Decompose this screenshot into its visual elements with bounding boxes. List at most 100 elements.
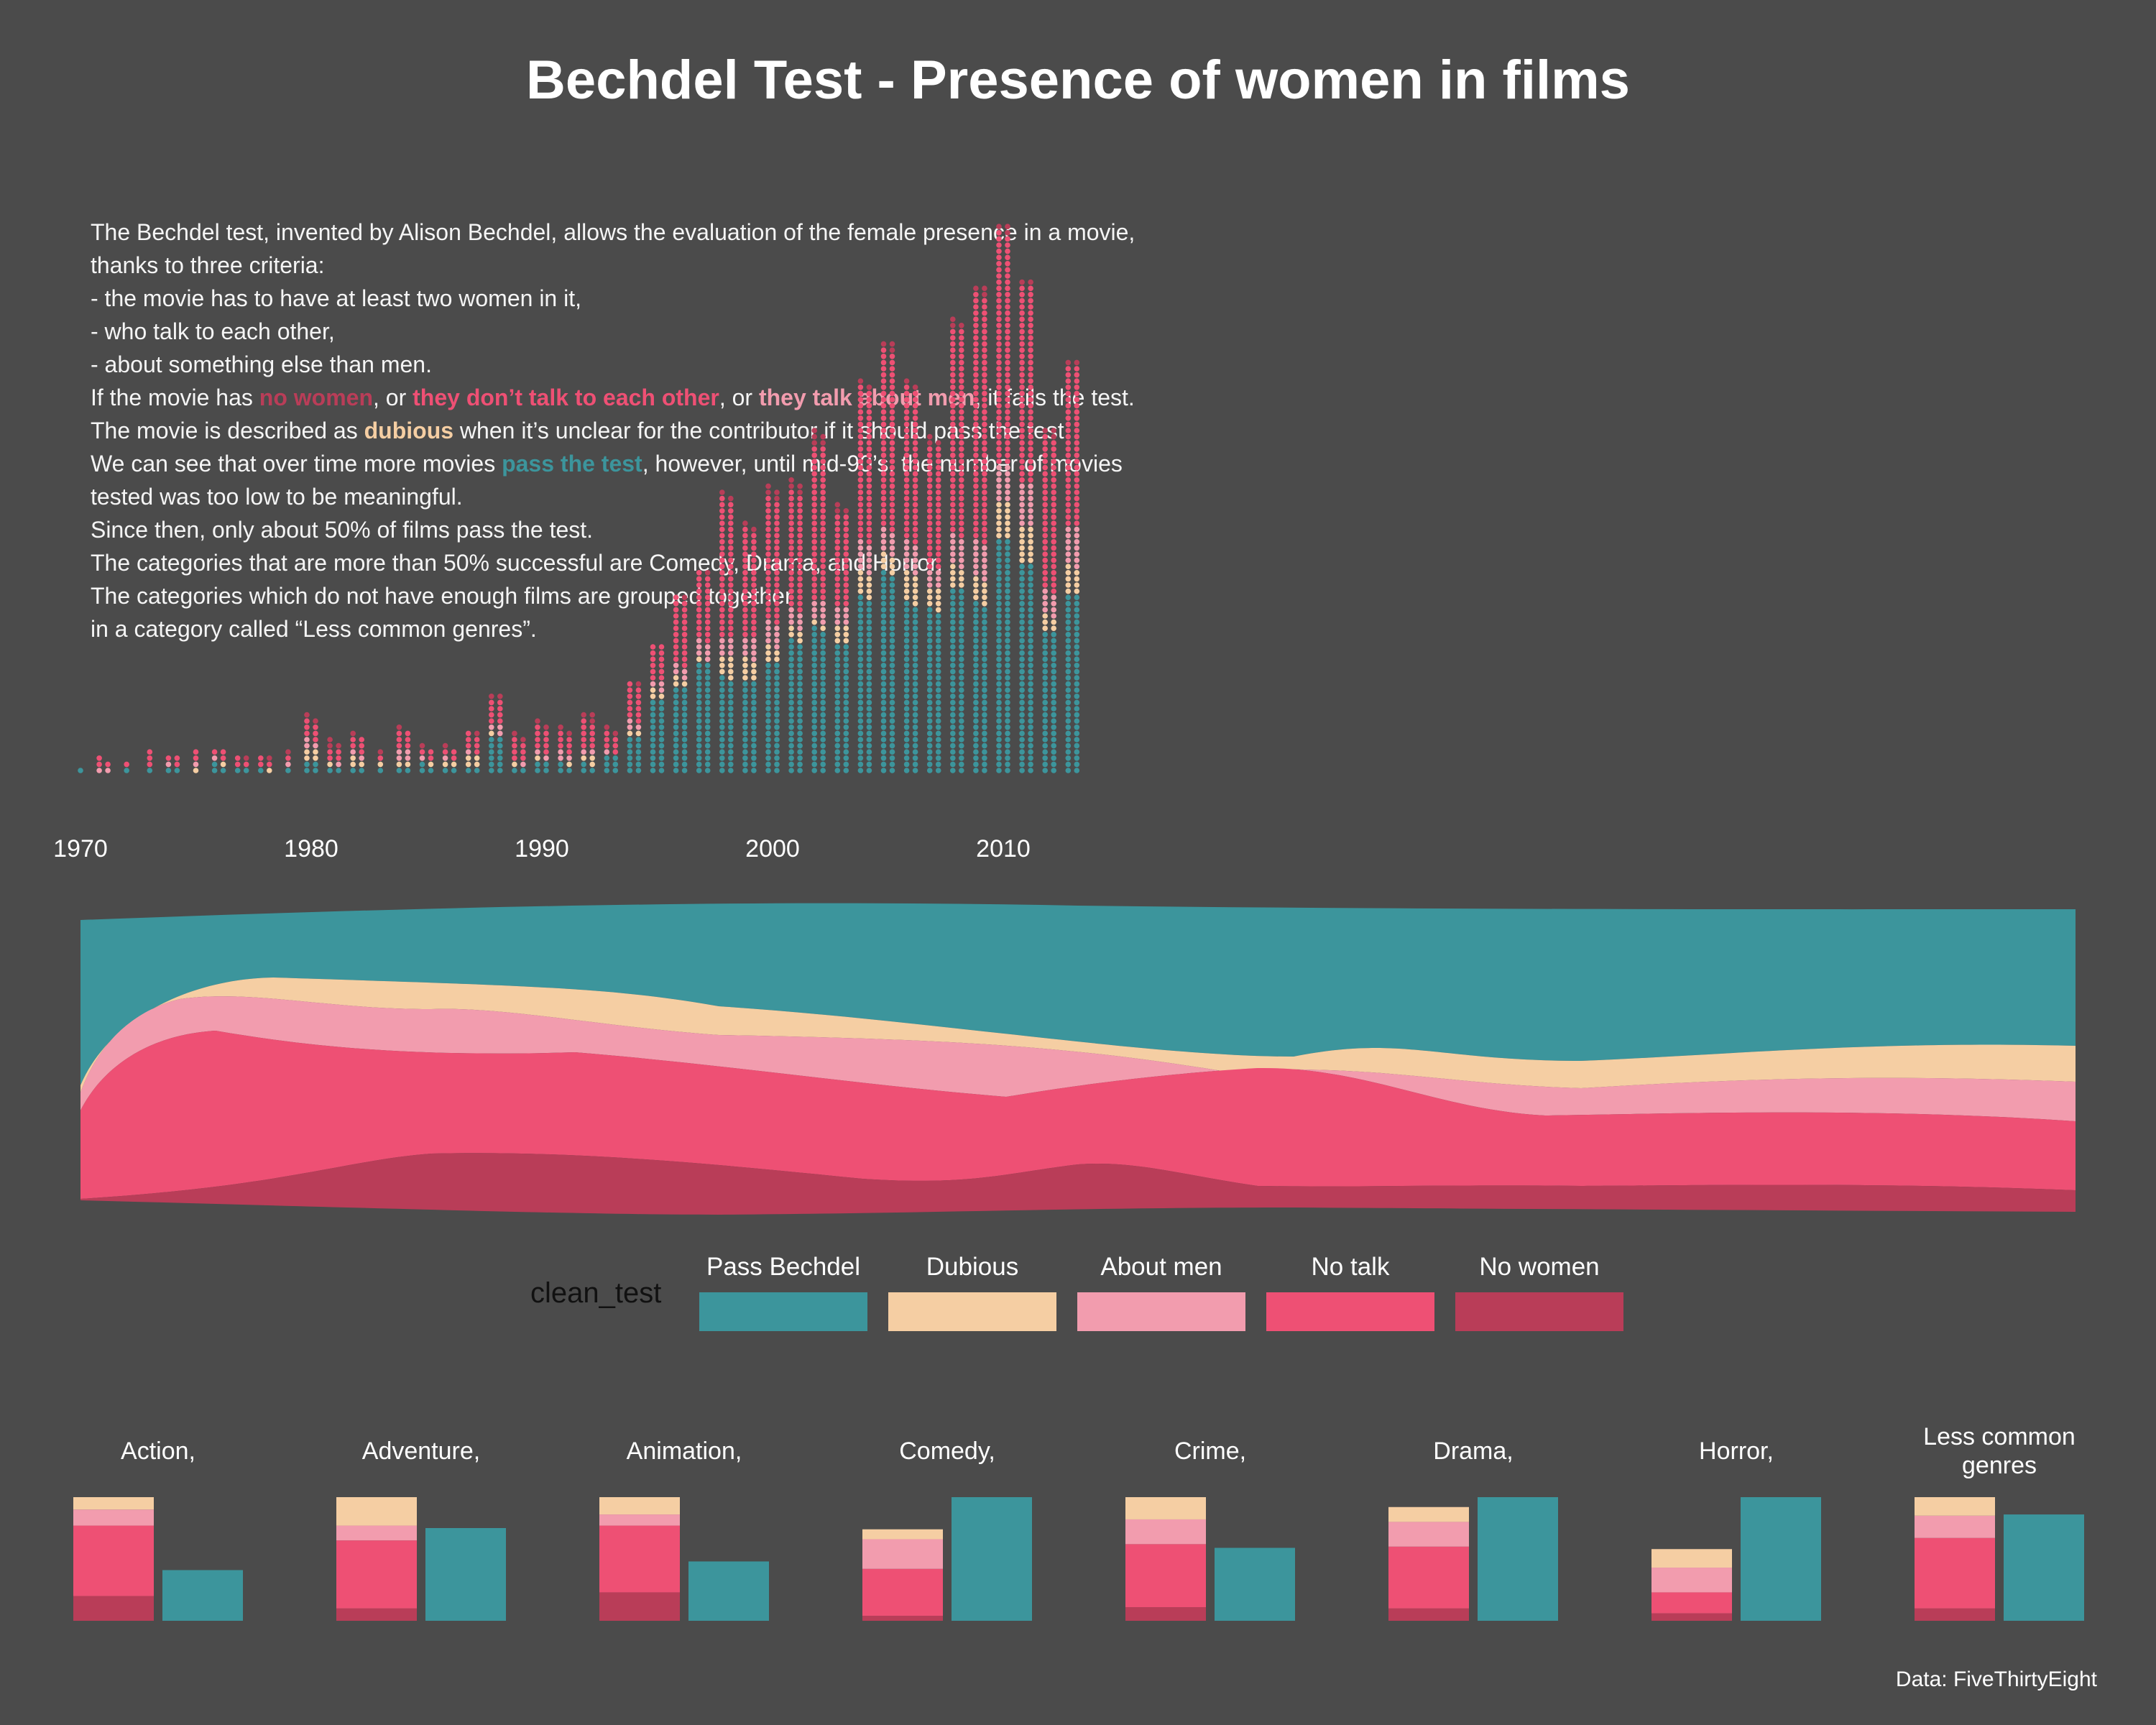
data-dot bbox=[797, 718, 803, 724]
data-dot bbox=[797, 663, 803, 668]
data-dot bbox=[728, 687, 734, 693]
data-dot bbox=[797, 619, 803, 625]
data-dot bbox=[788, 656, 794, 662]
data-dot bbox=[1005, 409, 1010, 415]
data-dot bbox=[1019, 402, 1025, 409]
data-dot bbox=[834, 533, 841, 538]
data-dot bbox=[765, 675, 771, 681]
fail-segment bbox=[1651, 1613, 1732, 1621]
data-dot bbox=[1042, 619, 1048, 625]
data-dot bbox=[811, 564, 817, 569]
data-dot bbox=[788, 526, 794, 533]
data-dot bbox=[996, 359, 1002, 366]
data-dot bbox=[1065, 656, 1072, 662]
data-dot bbox=[742, 557, 748, 564]
data-dot bbox=[880, 594, 887, 600]
data-dot bbox=[751, 699, 757, 706]
data-dot bbox=[959, 706, 964, 712]
data-dot bbox=[843, 742, 849, 749]
data-dot bbox=[1042, 687, 1048, 693]
dot-columns bbox=[78, 224, 1080, 773]
data-dot bbox=[959, 459, 964, 464]
data-dot bbox=[866, 570, 872, 576]
data-dot bbox=[866, 464, 872, 471]
data-dot bbox=[304, 749, 310, 755]
data-dot bbox=[1019, 415, 1025, 421]
data-dot bbox=[635, 761, 642, 768]
data-dot bbox=[797, 576, 803, 582]
data-dot bbox=[428, 749, 434, 755]
data-dot bbox=[811, 483, 817, 489]
data-dot bbox=[635, 706, 642, 712]
data-dot bbox=[1051, 650, 1056, 656]
data-dot bbox=[996, 768, 1002, 773]
data-dot bbox=[1019, 323, 1025, 328]
data-dot bbox=[566, 749, 572, 755]
data-dot bbox=[442, 761, 448, 768]
data-dot bbox=[728, 576, 734, 582]
data-dot bbox=[1028, 279, 1033, 285]
data-dot bbox=[950, 354, 956, 359]
data-dot bbox=[834, 718, 841, 724]
data-dot bbox=[451, 755, 457, 761]
data-dot bbox=[742, 663, 748, 668]
data-dot bbox=[788, 489, 794, 495]
data-dot bbox=[696, 632, 702, 638]
data-dot bbox=[903, 533, 910, 538]
data-dot bbox=[681, 768, 688, 773]
data-dot bbox=[442, 749, 448, 755]
data-dot bbox=[1028, 768, 1033, 773]
data-dot bbox=[589, 768, 595, 773]
data-dot bbox=[834, 638, 841, 644]
data-dot bbox=[728, 520, 734, 526]
data-dot bbox=[774, 668, 780, 675]
genre-bars bbox=[73, 1497, 2084, 1621]
data-dot bbox=[926, 551, 933, 557]
data-dot bbox=[474, 730, 480, 737]
data-dot bbox=[566, 742, 572, 749]
data-dot bbox=[751, 706, 757, 712]
data-dot bbox=[982, 737, 987, 742]
data-dot bbox=[912, 452, 918, 459]
data-dot bbox=[797, 533, 803, 538]
data-dot bbox=[843, 644, 849, 650]
data-dot bbox=[889, 638, 895, 644]
data-dot bbox=[650, 724, 656, 730]
data-dot bbox=[1051, 681, 1056, 687]
data-dot bbox=[950, 514, 956, 520]
data-dot bbox=[866, 397, 872, 402]
data-dot bbox=[950, 718, 956, 724]
data-dot bbox=[982, 730, 987, 737]
data-dot bbox=[857, 607, 864, 613]
data-dot bbox=[926, 533, 933, 538]
data-dot bbox=[696, 694, 702, 699]
data-dot bbox=[889, 409, 895, 415]
data-dot bbox=[1051, 601, 1056, 607]
data-dot bbox=[889, 706, 895, 712]
data-dot bbox=[866, 737, 872, 742]
legend-swatch bbox=[699, 1292, 867, 1331]
data-dot bbox=[935, 724, 941, 730]
data-dot bbox=[1051, 533, 1056, 538]
data-dot bbox=[243, 768, 249, 773]
data-dot bbox=[681, 594, 688, 600]
data-dot bbox=[1028, 310, 1033, 316]
data-dot bbox=[820, 663, 826, 668]
data-dot bbox=[673, 755, 679, 761]
data-dot bbox=[543, 730, 549, 737]
data-dot bbox=[673, 737, 679, 742]
data-dot bbox=[558, 749, 563, 755]
data-dot bbox=[696, 730, 702, 737]
data-dot bbox=[788, 508, 794, 514]
data-dot bbox=[535, 730, 540, 737]
data-dot bbox=[880, 433, 887, 440]
data-dot bbox=[857, 477, 864, 483]
data-dot bbox=[996, 273, 1002, 279]
data-dot bbox=[1042, 570, 1048, 576]
data-dot bbox=[912, 415, 918, 421]
data-dot bbox=[1005, 459, 1010, 464]
data-dot bbox=[1019, 304, 1025, 310]
data-dot bbox=[903, 433, 910, 440]
data-dot bbox=[973, 730, 979, 737]
data-dot bbox=[912, 489, 918, 495]
